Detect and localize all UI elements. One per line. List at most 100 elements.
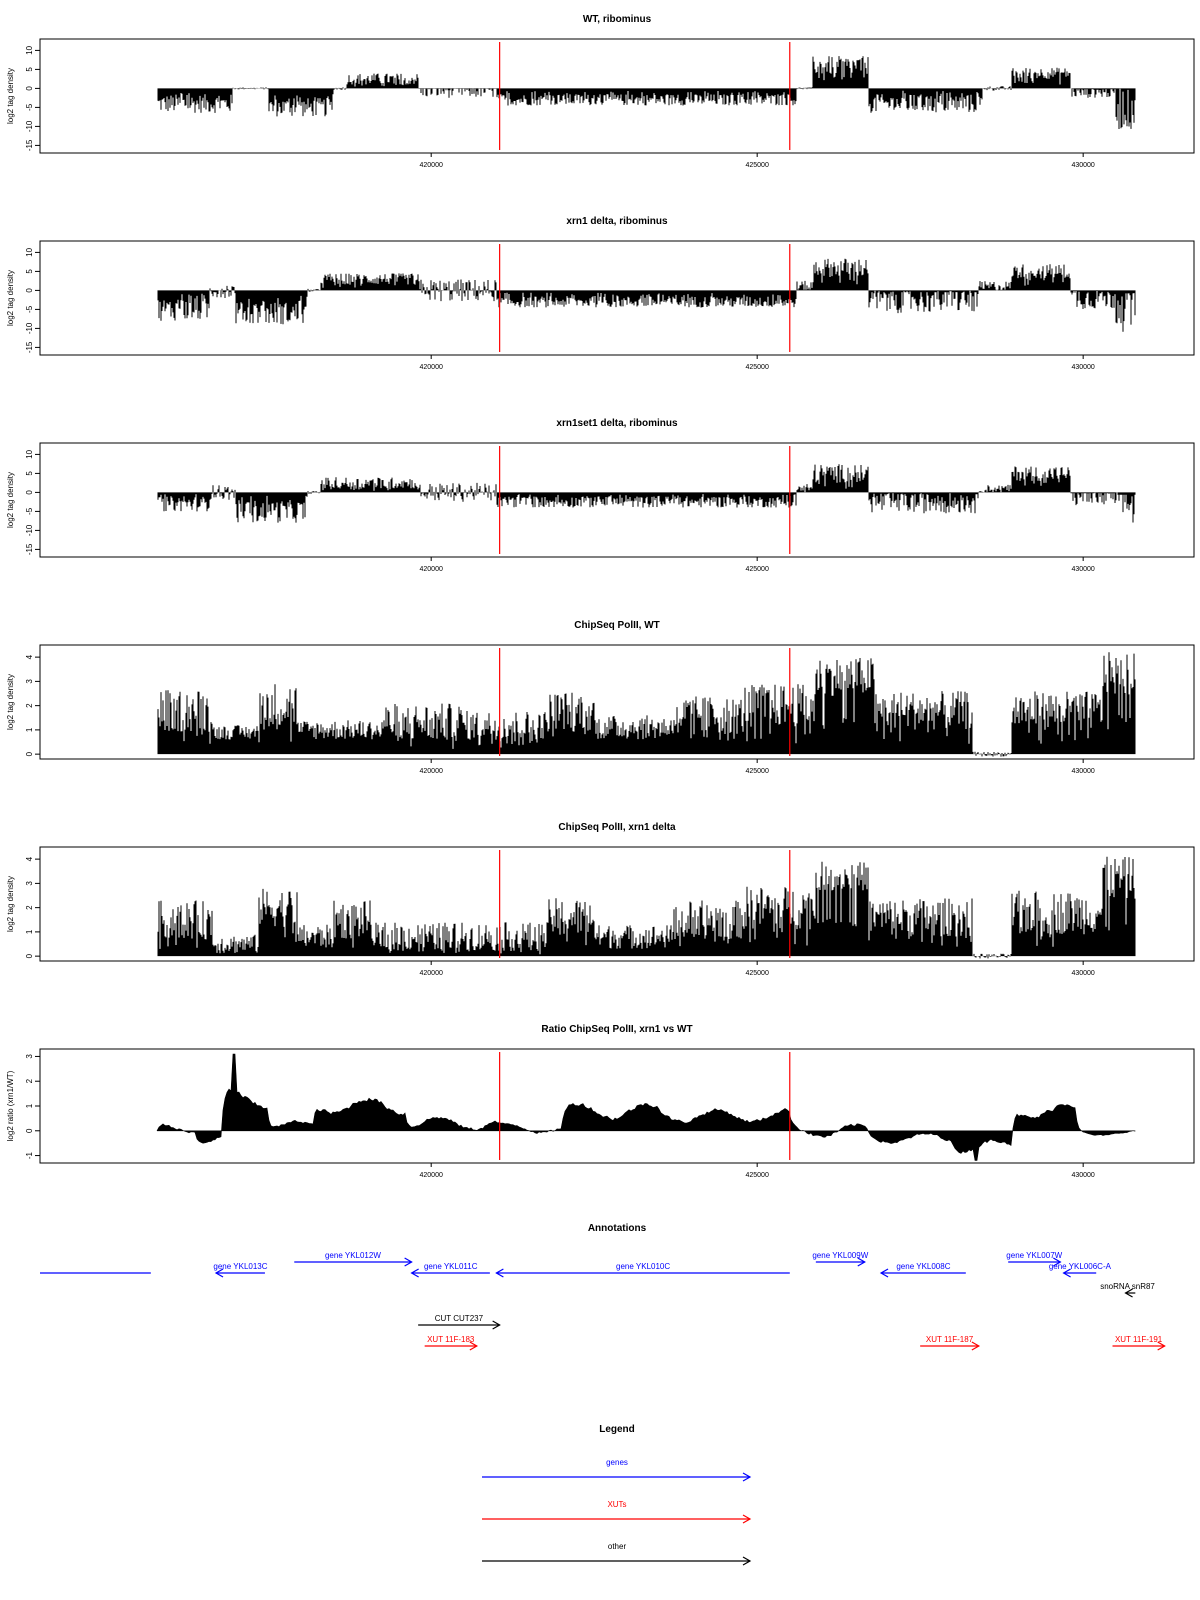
panel-title: ChipSeq PolII, xrn1 delta [558,822,676,833]
y-tick-label: 4 [25,654,34,659]
plot-frame [39,644,1195,760]
feature-gene: gene YKL008C [879,1262,966,1278]
feature-label: gene YKL013C [213,1262,267,1271]
x-tick-label: 425000 [745,768,768,775]
y-tick-label: 3 [25,1054,34,1059]
arrowhead [1157,1341,1166,1351]
panel-title: WT, ribominus [583,14,652,25]
x-tick-label: 420000 [420,768,443,775]
panel-title: ChipSeq PolII, WT [574,620,660,631]
y-tick-label: 1 [25,1103,34,1108]
feature-xut: XUT 11F-183 [424,1335,479,1351]
feature-label: gene YKL012W [325,1251,381,1260]
feature-label: snoRNA snR87 [1100,1282,1155,1291]
annotations-title: Annotations [588,1223,647,1234]
y-tick-label: -15 [25,543,34,555]
x-tick-label: 420000 [420,566,443,573]
y-tick-label: -5 [25,507,34,515]
y-tick-label: 5 [25,67,34,72]
y-tick-label: 0 [25,1128,34,1133]
y-tick-label: 10 [25,449,34,458]
feature-other: snoRNA snR87 [1100,1282,1155,1298]
feature-gene: gene YKL012W [294,1251,413,1267]
y-tick-label: 0 [25,288,34,293]
feature-gene: gene YKL009W [812,1251,869,1267]
legend-label: XUTs [607,1500,626,1509]
x-tick-label: 420000 [420,364,443,371]
x-tick-label: 420000 [420,970,443,977]
x-tick-label: 420000 [420,1172,443,1179]
plot-frame [39,442,1195,558]
y-tick-label: -10 [25,322,34,334]
data-bars [157,56,1136,129]
arrowhead [742,1514,752,1524]
legend-label: genes [606,1458,628,1467]
x-tick-label: 425000 [745,970,768,977]
x-tick-label: 425000 [745,364,768,371]
feature-label: gene YKL007W [1006,1251,1062,1260]
y-tick-label: 1 [25,727,34,732]
feature-label: XUT 11F-183 [427,1335,475,1344]
feature-xut: XUT 11F-187 [920,1335,981,1351]
y-tick-label: 4 [25,856,34,861]
y-tick-label: -10 [25,120,34,132]
data-bars [157,464,1136,523]
arrowhead [1124,1288,1133,1298]
arrowhead [410,1268,419,1278]
panel-xrn1-ribominus: xrn1 delta, ribominus log2 tag density 10 5… [6,216,1195,371]
x-tick-label: 430000 [1071,970,1094,977]
y-tick-label: -10 [25,524,34,536]
feature-label: XUT 11F-191 [1115,1335,1163,1344]
legend-item-xuts: XUTs [482,1500,752,1524]
panel-ratio: Ratio ChipSeq PolII, xrn1 vs WT log2 rati… [6,1024,1195,1179]
plot-frame [39,1048,1195,1164]
panel-title: Ratio ChipSeq PolII, xrn1 vs WT [541,1024,692,1035]
x-tick-label: 430000 [1071,1172,1094,1179]
panel-chipseq-wt: ChipSeq PolII, WT log2 tag density 0 1 2 3 4 42… [6,620,1195,775]
feature-label: gene YKL009W [812,1251,868,1260]
y-tick-label: 0 [25,953,34,958]
y-axis-label: log2 ratio (xrn1/WT) [6,1070,15,1141]
x-tick-label: 430000 [1071,162,1094,169]
y-tick-label: -5 [25,103,34,111]
feature-label: gene YKL011C [424,1262,478,1271]
x-tick-label: 430000 [1071,566,1094,573]
y-tick-label: -1 [25,1151,34,1159]
annotations-track: Annotations gene YKL013C gene YKL012W gene … [40,1223,1166,1351]
plot-frame [39,38,1195,154]
data-bars [157,652,1136,757]
arrowhead [469,1341,479,1351]
x-tick-label: 425000 [745,566,768,573]
y-tick-label: 0 [25,490,34,495]
feature-gene: gene YKL010C [495,1262,790,1278]
arrowhead [214,1268,224,1278]
y-tick-label: 0 [25,751,34,756]
ratio-area [156,1053,1136,1161]
y-tick-label: -5 [25,305,34,313]
y-axis-label: log2 tag density [6,68,15,124]
arrowhead [492,1320,501,1330]
arrowhead [857,1257,866,1267]
arrowhead [742,1556,752,1566]
y-tick-label: 2 [25,905,34,910]
feature-gene: gene YKL007W [1006,1251,1063,1267]
y-tick-label: -15 [25,139,34,151]
y-tick-label: 2 [25,1078,34,1083]
legend-item-other: other [482,1542,752,1566]
panel-title: xrn1 delta, ribominus [566,216,668,227]
x-tick-label: 430000 [1071,768,1094,775]
y-axis-label: log2 tag density [6,674,15,730]
data-bars [157,856,1136,959]
x-tick-label: 430000 [1071,364,1094,371]
y-tick-label: 1 [25,929,34,934]
arrowhead [1053,1257,1062,1267]
feature-gene: gene YKL011C [410,1262,490,1278]
feature-gene: gene YKL006C-A [1049,1262,1112,1278]
legend-title: Legend [599,1424,635,1435]
feature-label: CUT CUT237 [435,1314,484,1323]
arrowhead [879,1268,889,1278]
y-tick-label: 3 [25,881,34,886]
arrowhead [404,1257,413,1267]
panel-wt-ribominus: WT, ribominus log2 tag density 10 5 0 -5 -10 -1… [6,14,1195,169]
